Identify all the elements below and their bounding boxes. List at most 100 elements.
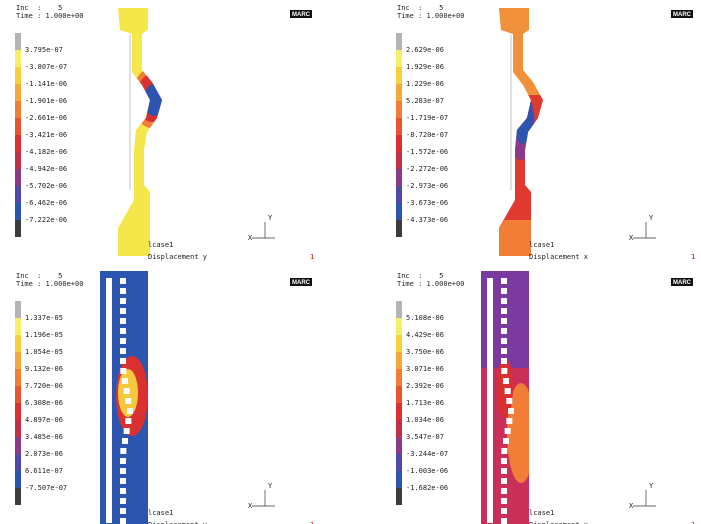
legend-swatch <box>15 403 21 420</box>
hole <box>501 348 507 354</box>
legend-label: 3.750e-06 <box>406 348 444 356</box>
legend-swatch <box>15 454 21 471</box>
axis-label: Y <box>268 482 273 490</box>
result-panel: Inc : 5Time : 1.000e+00MARC5.108e-064.42… <box>396 268 695 524</box>
legend-label: -1.572e-06 <box>406 148 448 156</box>
slot <box>487 278 493 523</box>
legend-label: 1.054e-05 <box>25 348 63 356</box>
legend-swatch <box>15 386 21 403</box>
legend-swatch <box>15 67 21 84</box>
legend-label: 6.611e-07 <box>25 467 63 475</box>
legend-swatch <box>396 437 402 454</box>
hole <box>501 278 507 284</box>
legend-label: -7.222e-06 <box>25 216 67 224</box>
legend-swatch <box>15 220 21 237</box>
hole <box>505 388 511 394</box>
screen: Inc : 5Time : 1.000e+00MARC3.795e-07-3.8… <box>0 0 701 524</box>
legend-label: 2.629e-06 <box>406 46 444 54</box>
legend-swatch <box>15 169 21 186</box>
hole <box>122 438 128 444</box>
legend-label: 3.071e-06 <box>406 365 444 373</box>
legend-label: 1.929e-06 <box>406 63 444 71</box>
legend-swatch <box>15 135 21 152</box>
legend-swatch <box>396 220 402 237</box>
logo: MARC <box>673 12 692 18</box>
legend-swatch <box>15 118 21 135</box>
result-panel: Inc : 5Time : 1.000e+00MARC1.337e-051.19… <box>15 268 314 524</box>
legend-swatch <box>396 186 402 203</box>
increment-label: Inc : 5 <box>16 4 62 12</box>
legend-label: 3.485e-06 <box>25 433 63 441</box>
model <box>110 0 172 262</box>
hole <box>120 478 126 484</box>
hole <box>125 418 131 424</box>
hole <box>503 438 509 444</box>
legend-label: -6.462e-06 <box>25 199 67 207</box>
legend-label: 1.196e-05 <box>25 331 63 339</box>
hole <box>501 358 507 364</box>
hole <box>501 288 507 294</box>
axis-label: Y <box>649 482 654 490</box>
slot <box>106 278 112 523</box>
load-case: lcase1 <box>148 241 173 249</box>
legend-swatch <box>15 369 21 386</box>
legend-swatch <box>15 152 21 169</box>
hole <box>120 488 126 494</box>
axis-label: Y <box>649 214 654 222</box>
legend-swatch <box>15 352 21 369</box>
hole <box>120 348 126 354</box>
legend-swatch <box>15 318 21 335</box>
legend-label: -3.807e-07 <box>25 63 67 71</box>
legend-swatch <box>15 437 21 454</box>
legend-swatch <box>396 33 402 50</box>
legend-swatch <box>396 318 402 335</box>
hole <box>124 388 130 394</box>
hole <box>501 508 507 514</box>
hole <box>505 428 511 434</box>
legend-swatch <box>396 118 402 135</box>
legend-swatch <box>396 301 402 318</box>
hole <box>506 398 512 404</box>
legend-swatch <box>15 50 21 67</box>
hole <box>501 468 507 474</box>
hole <box>120 288 126 294</box>
hole <box>506 418 512 424</box>
legend-label: -4.182e-06 <box>25 148 67 156</box>
legend-label: 2.073e-06 <box>25 450 63 458</box>
legend-swatch <box>15 471 21 488</box>
legend-swatch <box>15 101 21 118</box>
hole <box>120 308 126 314</box>
time-label: Time : 1.000e+00 <box>397 12 464 20</box>
hole <box>122 378 128 384</box>
legend-swatch <box>396 471 402 488</box>
legend-swatch <box>396 152 402 169</box>
hole <box>501 518 507 524</box>
logo: MARC <box>292 12 311 18</box>
legend-label: 4.897e-06 <box>25 416 63 424</box>
plot-number: 1 <box>691 253 695 261</box>
increment-label: Inc : 5 <box>397 4 443 12</box>
legend-label: 3.547e-07 <box>406 433 444 441</box>
legend-swatch <box>396 203 402 220</box>
logo: MARC <box>673 280 692 286</box>
hole <box>501 498 507 504</box>
hole <box>120 448 126 454</box>
model <box>491 0 551 262</box>
contour <box>144 84 164 116</box>
contour <box>513 92 533 144</box>
hole <box>503 378 509 384</box>
legend-label: -2.661e-06 <box>25 114 67 122</box>
increment-label: Inc : 5 <box>397 272 443 280</box>
quantity: Displacement y <box>148 253 207 261</box>
legend-label: 5.108e-06 <box>406 314 444 322</box>
legend-swatch <box>15 488 21 505</box>
load-case: lcase1 <box>148 509 173 517</box>
increment-label: Inc : 5 <box>16 272 62 280</box>
hole <box>120 498 126 504</box>
legend-swatch <box>15 186 21 203</box>
hole <box>120 358 126 364</box>
legend-swatch <box>15 33 21 50</box>
hole <box>501 448 507 454</box>
hole <box>125 398 131 404</box>
legend-label: 3.795e-07 <box>25 46 63 54</box>
